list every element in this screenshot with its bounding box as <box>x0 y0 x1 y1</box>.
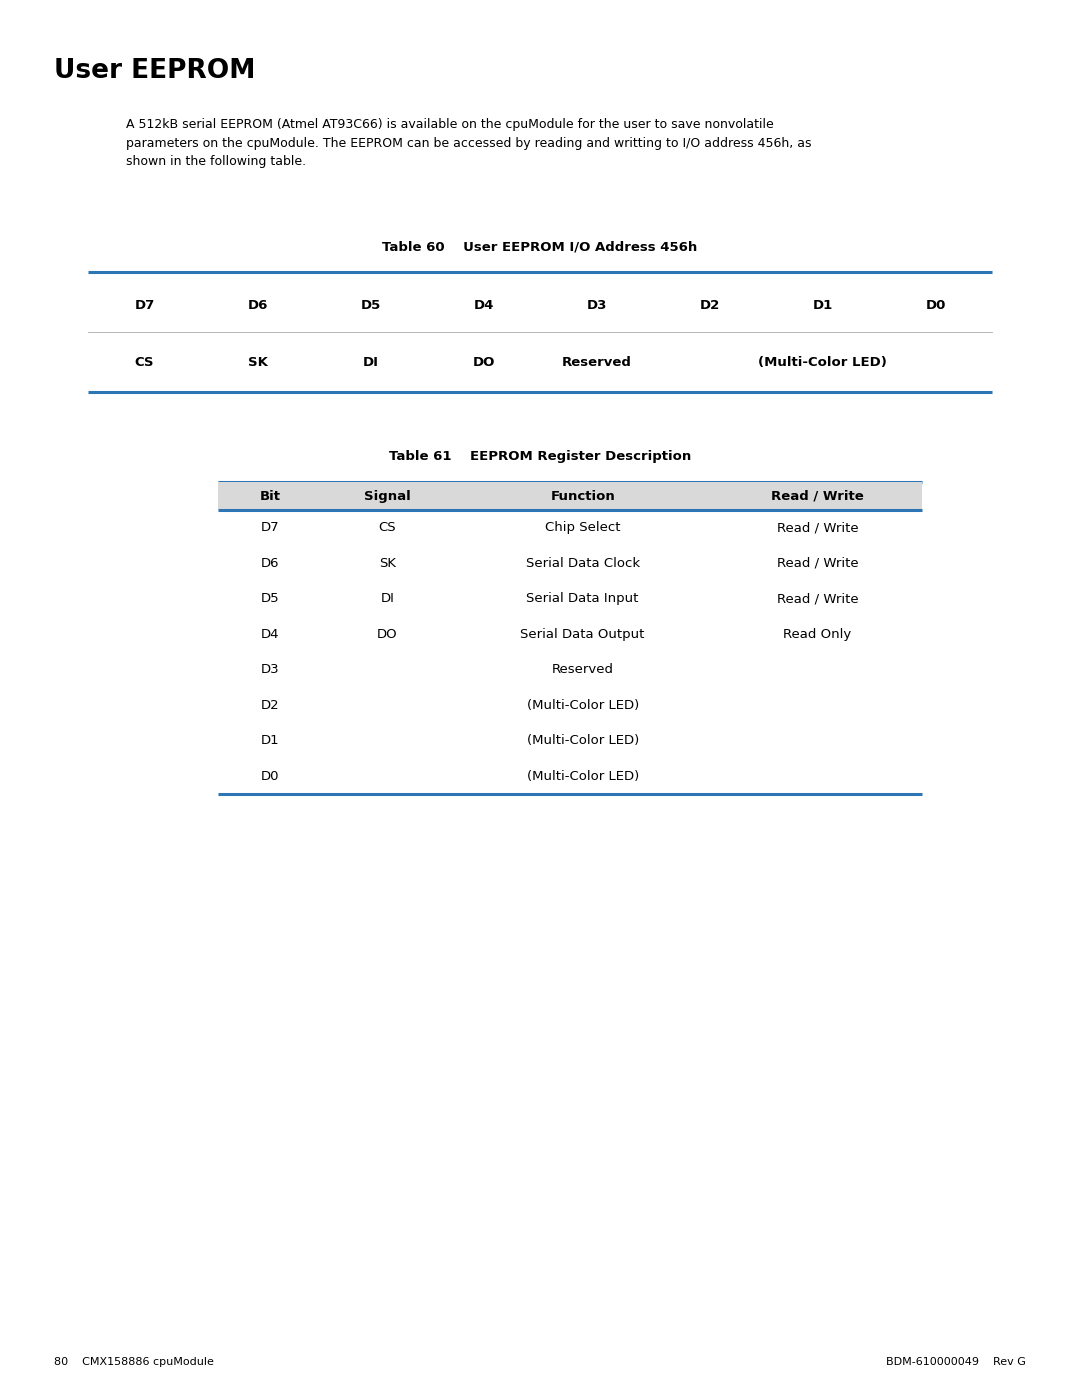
Text: D3: D3 <box>586 299 607 312</box>
Text: D5: D5 <box>260 592 280 605</box>
Text: A 512kB serial EEPROM (Atmel AT93C66) is available on the cpuModule for the user: A 512kB serial EEPROM (Atmel AT93C66) is… <box>126 117 773 131</box>
Bar <box>218 482 922 510</box>
Text: D0: D0 <box>261 770 280 782</box>
Text: D6: D6 <box>261 557 280 570</box>
Text: CS: CS <box>378 521 396 534</box>
Text: BDM-610000049    Rev G: BDM-610000049 Rev G <box>886 1356 1026 1368</box>
Text: DO: DO <box>472 355 495 369</box>
Text: D2: D2 <box>260 698 280 711</box>
Text: D0: D0 <box>926 299 946 312</box>
Text: Chip Select: Chip Select <box>545 521 620 534</box>
Text: D7: D7 <box>134 299 154 312</box>
Text: Bit: Bit <box>259 489 281 503</box>
Text: D4: D4 <box>261 627 280 641</box>
Text: parameters on the cpuModule. The EEPROM can be accessed by reading and writting : parameters on the cpuModule. The EEPROM … <box>126 137 811 149</box>
Text: Reserved: Reserved <box>562 355 632 369</box>
Text: Read Only: Read Only <box>783 627 852 641</box>
Text: (Multi-Color LED): (Multi-Color LED) <box>527 698 638 711</box>
Text: Serial Data Output: Serial Data Output <box>521 627 645 641</box>
Text: Reserved: Reserved <box>552 664 613 676</box>
Text: (Multi-Color LED): (Multi-Color LED) <box>527 770 638 782</box>
Text: shown in the following table.: shown in the following table. <box>126 155 306 168</box>
Text: CS: CS <box>135 355 154 369</box>
Text: User EEPROM: User EEPROM <box>54 59 255 84</box>
Text: D4: D4 <box>473 299 494 312</box>
Text: Serial Data Input: Serial Data Input <box>526 592 639 605</box>
Text: D7: D7 <box>260 521 280 534</box>
Text: SK: SK <box>247 355 268 369</box>
Text: Function: Function <box>551 489 615 503</box>
Text: Serial Data Clock: Serial Data Clock <box>526 557 639 570</box>
Text: (Multi-Color LED): (Multi-Color LED) <box>527 735 638 747</box>
Text: D2: D2 <box>700 299 719 312</box>
Text: Read / Write: Read / Write <box>777 592 859 605</box>
Text: D1: D1 <box>260 735 280 747</box>
Text: (Multi-Color LED): (Multi-Color LED) <box>758 355 887 369</box>
Text: DO: DO <box>377 627 397 641</box>
Text: DI: DI <box>363 355 378 369</box>
Text: Signal: Signal <box>364 489 410 503</box>
Text: 80    CMX158886 cpuModule: 80 CMX158886 cpuModule <box>54 1356 214 1368</box>
Text: SK: SK <box>379 557 395 570</box>
Text: Read / Write: Read / Write <box>771 489 864 503</box>
Text: D6: D6 <box>247 299 268 312</box>
Text: D5: D5 <box>361 299 380 312</box>
Text: Table 61    EEPROM Register Description: Table 61 EEPROM Register Description <box>389 450 691 462</box>
Text: D3: D3 <box>260 664 280 676</box>
Text: D1: D1 <box>812 299 833 312</box>
Text: DI: DI <box>380 592 394 605</box>
Text: Table 60    User EEPROM I/O Address 456h: Table 60 User EEPROM I/O Address 456h <box>382 240 698 253</box>
Text: Read / Write: Read / Write <box>777 521 859 534</box>
Text: Read / Write: Read / Write <box>777 557 859 570</box>
